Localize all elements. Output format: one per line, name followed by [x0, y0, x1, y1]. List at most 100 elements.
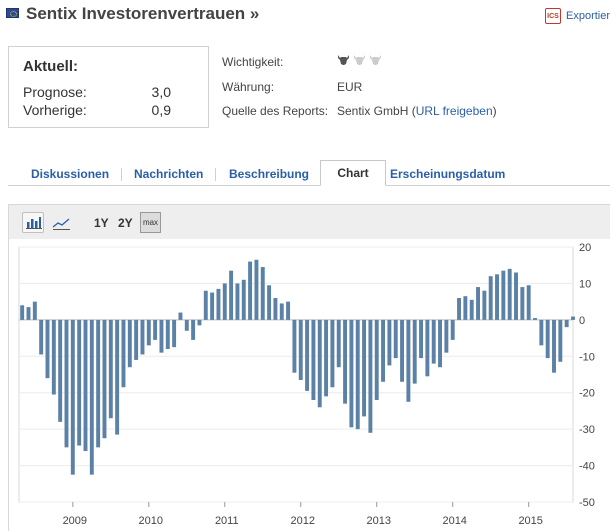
y-tick-label: -20 — [579, 388, 595, 400]
y-tick-label: 0 — [579, 315, 585, 327]
bar — [70, 319, 75, 475]
bar — [159, 319, 164, 353]
bar — [558, 319, 563, 362]
current-heading: Aktuell: — [23, 58, 79, 75]
bar — [146, 319, 151, 346]
bar — [51, 319, 56, 395]
y-tick-label: 10 — [579, 278, 591, 290]
bar — [349, 319, 354, 428]
current-values-box: Aktuell: Prognose: 3,0 Vorherige: 0,9 — [8, 46, 209, 128]
bar — [571, 316, 575, 320]
bar — [381, 319, 386, 382]
export-label[interactable]: Exportier — [566, 10, 610, 22]
bar — [83, 319, 88, 451]
bar — [203, 290, 208, 320]
bar — [229, 270, 234, 320]
forecast-value: 3,0 — [151, 84, 171, 100]
source-url-link[interactable]: URL freigeben — [415, 104, 493, 118]
tab-chart[interactable]: Chart — [320, 160, 386, 186]
bar — [77, 319, 82, 446]
bar — [450, 319, 455, 340]
bar — [222, 283, 227, 320]
bar — [216, 288, 221, 320]
bar — [400, 319, 405, 382]
bar — [191, 319, 196, 340]
line-view-button[interactable] — [50, 212, 72, 233]
tab-diskussionen[interactable]: Diskussionen — [31, 167, 110, 181]
bar — [482, 290, 487, 320]
bar — [545, 319, 550, 359]
previous-value: 0,9 — [151, 102, 171, 118]
bar — [419, 319, 424, 359]
bar — [165, 319, 170, 349]
bar — [32, 301, 37, 320]
range-max-button[interactable]: max — [140, 212, 161, 233]
importance-label: Wichtigkeit: — [222, 55, 284, 69]
x-tick-label: 2010 — [139, 515, 163, 527]
bar — [533, 318, 537, 320]
tab-beschreibung[interactable]: Beschreibung — [229, 167, 310, 181]
bar-view-button[interactable] — [22, 212, 44, 233]
x-tick-label: 2011 — [215, 515, 239, 527]
export-link[interactable]: ICS Exportier — [545, 8, 610, 24]
bar — [526, 285, 531, 320]
bar — [520, 287, 525, 320]
bar — [355, 319, 360, 430]
bar — [178, 312, 183, 320]
tab-erscheinungsdatum[interactable]: Erscheinungsdatum — [390, 167, 506, 181]
bar — [488, 276, 493, 320]
source-name: Sentix GmbH ( — [337, 104, 416, 118]
bar — [172, 319, 177, 348]
bull-icon — [354, 55, 365, 65]
bar — [552, 319, 556, 373]
x-tick-label: 2014 — [442, 515, 466, 527]
tab-nachrichten[interactable]: Nachrichten — [134, 167, 204, 181]
bar — [121, 319, 126, 388]
bar — [273, 298, 278, 320]
bar — [298, 319, 303, 380]
bar — [406, 319, 411, 402]
bar — [89, 319, 94, 475]
bar — [425, 319, 430, 377]
bar — [102, 319, 107, 439]
bar — [387, 319, 392, 366]
bar — [438, 319, 443, 368]
bar — [469, 299, 474, 320]
bar — [501, 270, 506, 320]
chart-panel: 1Y 2Y max 20 10 0 -10 -20 -30 -40 -50 2009 2010 20… — [8, 204, 610, 531]
tab-separator — [121, 168, 122, 181]
bar — [463, 296, 468, 320]
bar — [254, 259, 259, 320]
tab-separator — [215, 168, 216, 181]
chart-toolbar: 1Y 2Y max — [9, 205, 610, 239]
bar — [476, 287, 480, 320]
bar — [184, 319, 189, 331]
bar — [539, 319, 544, 346]
tab-bar: Diskussionen Nachrichten Beschreibung Ch… — [8, 160, 610, 186]
range-2y-button[interactable]: 2Y — [118, 216, 133, 230]
bar — [127, 319, 132, 368]
bar — [279, 303, 284, 320]
bar — [374, 319, 379, 400]
bar — [235, 283, 240, 320]
bar — [330, 319, 335, 388]
bar — [39, 319, 44, 355]
range-1y-button[interactable]: 1Y — [94, 216, 109, 230]
bar — [140, 319, 145, 355]
bar — [393, 319, 398, 359]
bar — [134, 319, 139, 360]
y-tick-label: 20 — [579, 242, 591, 254]
bar — [153, 319, 158, 340]
bar — [514, 272, 518, 320]
bar — [457, 298, 461, 320]
bar — [564, 319, 569, 328]
bar — [431, 319, 436, 364]
bar — [495, 274, 499, 320]
y-tick-label: -50 — [579, 497, 595, 509]
bar — [241, 279, 246, 320]
bar — [26, 307, 31, 320]
bar — [58, 319, 63, 422]
previous-label: Vorherige: — [23, 102, 87, 118]
bar — [108, 319, 113, 419]
